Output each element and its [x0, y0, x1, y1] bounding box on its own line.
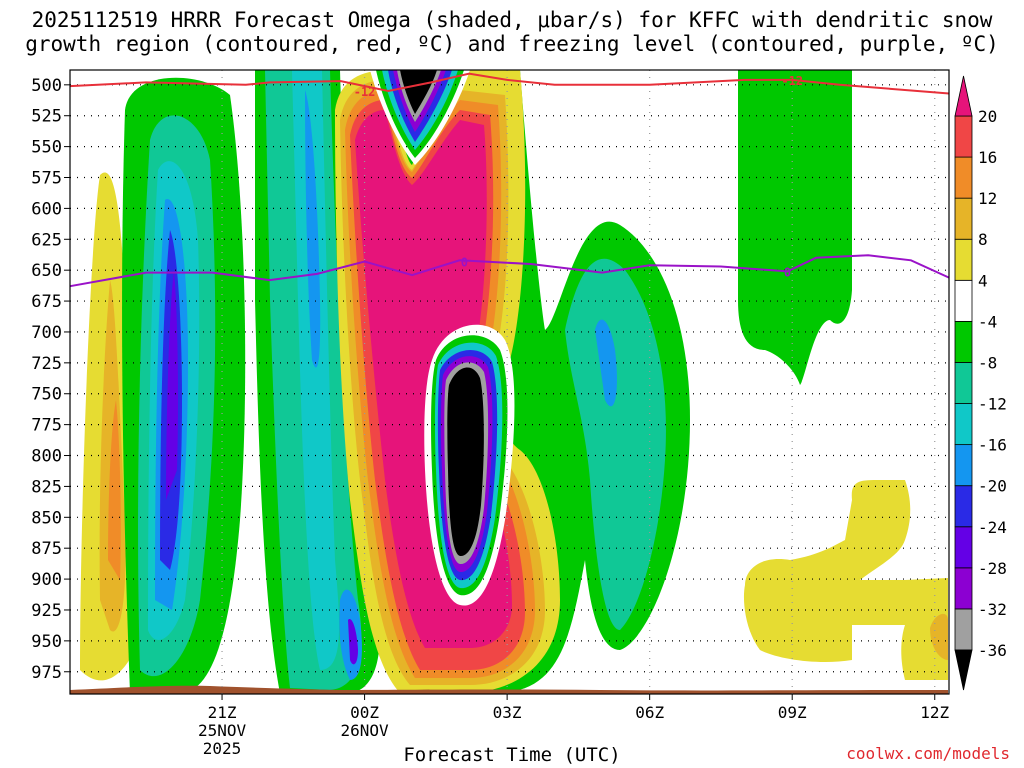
omega-region-sinking-lowright-b — [930, 613, 948, 660]
colorbar-label: -4 — [978, 312, 997, 331]
colorbar-swatch — [954, 197, 973, 240]
colorbar-swatch — [954, 115, 973, 158]
omega-region-rising-09z — [738, 70, 852, 385]
y-tick-label: 775 — [31, 416, 62, 436]
colorbar-swatch — [954, 156, 973, 199]
y-tick-label: 800 — [31, 447, 62, 467]
omega-region-rising-00z-band4 — [305, 90, 321, 368]
x-tick-label: 21Z — [208, 703, 237, 722]
x-axis-title: Forecast Time (UTC) — [403, 744, 621, 766]
freezing-level-contour — [69, 254, 950, 288]
colorbar-label: -12 — [978, 395, 1007, 414]
colorbar: -36 -32 -28 -24 -20 -16 -12 -8 -4 4 8 12 16 20 — [954, 75, 1007, 691]
colorbar-label: 20 — [978, 107, 997, 126]
y-axis: 500 525 550 575 600 625 650 675 700 725 750 775 800 8… — [31, 76, 70, 683]
colorbar-swatch — [954, 608, 973, 651]
colorbar-label: 4 — [978, 271, 988, 290]
y-tick-label: 700 — [31, 323, 62, 343]
colorbar-label: -20 — [978, 477, 1007, 496]
y-tick-label: 850 — [31, 508, 62, 528]
y-tick-label: 550 — [31, 138, 62, 158]
colorbar-label: -32 — [978, 600, 1007, 619]
colorbar-label: -16 — [978, 436, 1007, 455]
omega-region-upper-max — [400, 70, 437, 114]
y-tick-label: 950 — [31, 632, 62, 652]
colorbar-label: 16 — [978, 148, 997, 167]
y-tick-label: 500 — [31, 76, 62, 96]
dgz-contour-minus12 — [69, 72, 950, 95]
y-tick-label: 725 — [31, 354, 62, 374]
x-tick-label: 06Z — [635, 703, 664, 722]
dgz-contour-label: -12 — [781, 74, 803, 88]
y-tick-label: 675 — [31, 292, 62, 312]
colorbar-swatch — [954, 279, 973, 322]
omega-region-sinking-lowright-a — [743, 480, 948, 680]
y-tick-label: 825 — [31, 477, 62, 497]
colorbar-swatch — [954, 403, 973, 446]
omega-region-rising-06z-core — [595, 319, 617, 407]
x-tick-label: 09Z — [778, 703, 807, 722]
omega-region-rising-band-06z — [565, 258, 666, 630]
x-tick-label: 00Z — [350, 703, 379, 722]
freezing-contour-label: 0 — [461, 256, 468, 270]
x-tick-date: 25NOV — [198, 721, 247, 740]
colorbar-min-extension — [954, 649, 973, 691]
omega-region-sinking-left-inner — [108, 400, 121, 580]
colorbar-swatch — [954, 567, 973, 610]
colorbar-swatch — [954, 362, 973, 404]
x-tick-date: 26NOV — [340, 721, 389, 740]
omega-region-rising-00z-low-core — [348, 619, 358, 665]
dgz-contour-label: -12 — [354, 85, 376, 99]
colorbar-label: 8 — [978, 230, 988, 249]
chart-title-line1: 2025112519 HRRR Forecast Omega (shaded, … — [31, 8, 993, 32]
y-tick-label: 750 — [31, 385, 62, 405]
colorbar-swatch — [954, 526, 973, 569]
contour-labels: -12 -12 0 0 — [354, 74, 803, 280]
plot-frame — [69, 69, 950, 695]
colorbar-swatch — [954, 444, 973, 487]
chart-title-line2: growth region (contoured, red, ºC) and f… — [25, 32, 999, 56]
y-tick-label: 975 — [31, 663, 62, 683]
y-tick-label: 625 — [31, 230, 62, 250]
y-tick-label: 650 — [31, 261, 62, 281]
ground-terrain — [70, 685, 948, 694]
colorbar-label: -8 — [978, 353, 997, 372]
y-tick-label: 600 — [31, 199, 62, 219]
y-tick-label: 900 — [31, 570, 62, 590]
y-tick-label: 575 — [31, 169, 62, 189]
colorbar-swatch — [954, 320, 973, 363]
x-tick-year: 2025 — [203, 739, 242, 758]
x-tick-label: 12Z — [920, 703, 949, 722]
colorbar-label: -28 — [978, 559, 1007, 578]
omega-region-rising-core-max — [447, 367, 484, 557]
omega-shading — [70, 70, 948, 694]
x-tick-label: 03Z — [493, 703, 522, 722]
colorbar-label: -24 — [978, 518, 1007, 537]
omega-region-rising-21z-core — [166, 270, 178, 500]
omega-region-rising-00z-band3 — [292, 70, 340, 670]
colorbar-label: -36 — [978, 641, 1007, 660]
colorbar-label: 12 — [978, 189, 997, 208]
y-tick-label: 525 — [31, 107, 62, 127]
y-tick-label: 875 — [31, 539, 62, 559]
credit-link[interactable]: coolwx.com/models — [846, 744, 1010, 763]
colorbar-swatch — [954, 238, 973, 281]
freezing-contour-label: 0 — [784, 265, 791, 279]
colorbar-swatch — [954, 485, 973, 528]
colorbar-max-extension — [954, 75, 973, 117]
y-tick-label: 925 — [31, 601, 62, 621]
